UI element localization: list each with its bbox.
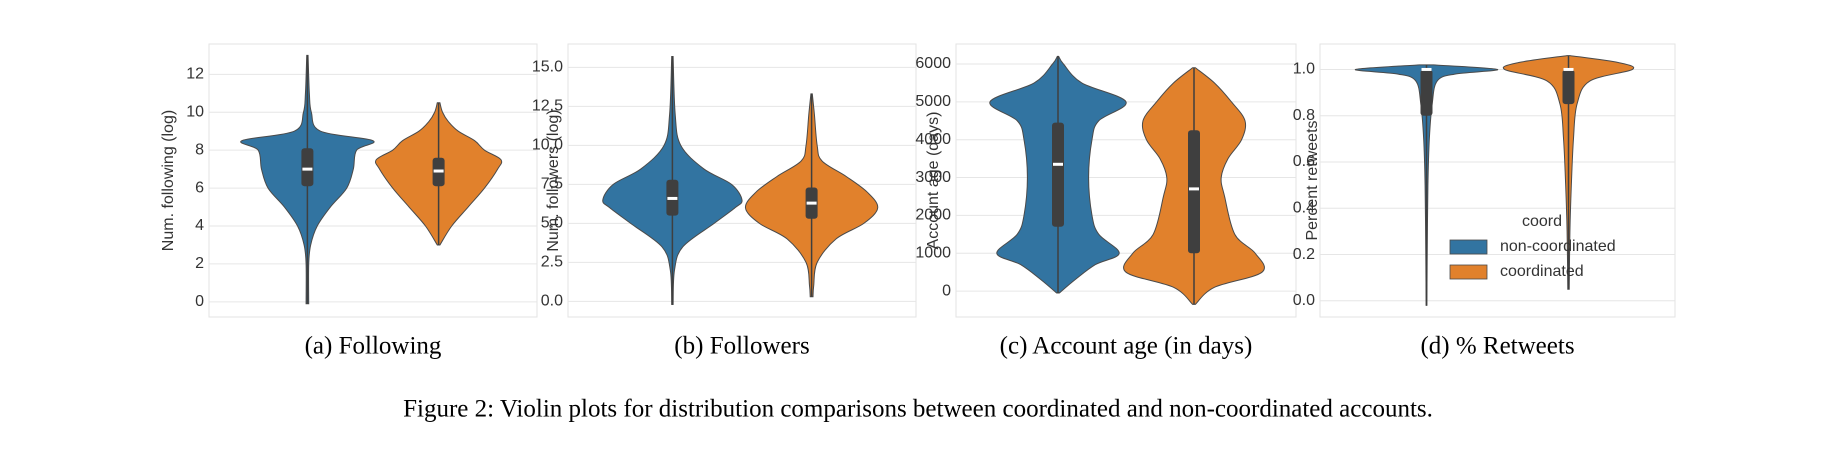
y-tick-label: 0.0 bbox=[1293, 292, 1315, 309]
y-tick-label: 0 bbox=[942, 282, 951, 299]
y-axis-label: Num. followers (log) bbox=[545, 109, 562, 251]
y-tick-label: 6000 bbox=[915, 55, 951, 72]
box bbox=[1188, 130, 1200, 254]
legend-label: non-coordinated bbox=[1500, 238, 1616, 255]
y-tick-label: 10 bbox=[186, 103, 204, 120]
y-tick-label: 12 bbox=[186, 66, 204, 83]
legend-label: coordinated bbox=[1500, 263, 1584, 280]
y-tick-label: 0.8 bbox=[1293, 107, 1315, 124]
legend-title: coord bbox=[1522, 213, 1562, 230]
y-tick-label: 1.0 bbox=[1293, 61, 1315, 78]
legend-swatch bbox=[1449, 239, 1488, 255]
box bbox=[1052, 122, 1064, 227]
figure-caption: Figure 2: Violin plots for distribution … bbox=[403, 396, 1433, 423]
plot-area bbox=[1319, 43, 1676, 318]
subplot-caption: (d) % Retweets bbox=[1420, 333, 1574, 360]
y-tick-label: 0.2 bbox=[1293, 246, 1315, 263]
y-tick-label: 12.5 bbox=[532, 98, 563, 115]
y-tick-label: 0.0 bbox=[541, 293, 563, 310]
y-tick-label: 1000 bbox=[915, 244, 951, 261]
y-tick-label: 7.5 bbox=[541, 176, 563, 193]
y-tick-label: 0 bbox=[195, 293, 204, 310]
y-tick-label: 2000 bbox=[915, 207, 951, 224]
subplot-caption: (b) Followers bbox=[674, 333, 809, 360]
y-tick-label: 3000 bbox=[915, 169, 951, 186]
y-axis-label: Num. following (log) bbox=[160, 110, 177, 251]
box bbox=[1420, 69, 1433, 116]
y-tick-label: 8 bbox=[195, 141, 204, 158]
y-axis-label: Account age (days) bbox=[925, 112, 942, 250]
y-tick-label: 5000 bbox=[915, 93, 951, 110]
y-tick-label: 4 bbox=[195, 217, 204, 234]
y-tick-label: 15.0 bbox=[532, 59, 563, 76]
box bbox=[1562, 69, 1575, 105]
y-tick-label: 0.6 bbox=[1293, 153, 1315, 170]
subplot-caption: (c) Account age (in days) bbox=[1000, 333, 1253, 360]
y-tick-label: 6 bbox=[195, 179, 204, 196]
y-tick-label: 0.4 bbox=[1293, 199, 1315, 216]
subplot-caption: (a) Following bbox=[305, 333, 442, 360]
box bbox=[301, 148, 314, 187]
y-tick-label: 10.0 bbox=[532, 137, 563, 154]
y-axis-label: Percent retweets bbox=[1304, 120, 1321, 240]
y-tick-label: 5.0 bbox=[541, 215, 563, 232]
y-tick-label: 2.5 bbox=[541, 254, 563, 271]
y-tick-label: 4000 bbox=[915, 131, 951, 148]
legend-swatch bbox=[1449, 264, 1488, 280]
y-tick-label: 2 bbox=[195, 255, 204, 272]
